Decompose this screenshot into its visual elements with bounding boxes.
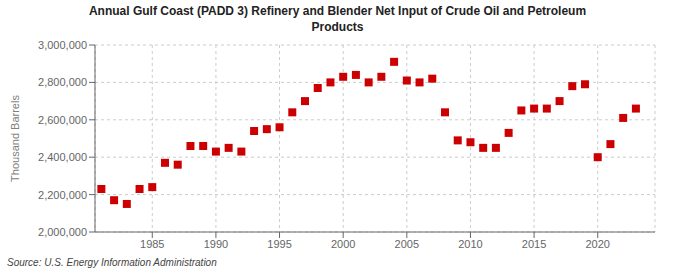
svg-text:1985: 1985 bbox=[140, 238, 164, 250]
html-text:Annual Gulf Coast (PADD 3) Ref: Annual Gulf Coast (PADD 3) Refinery and … bbox=[88, 4, 587, 34]
svg-text:2,200,000: 2,200,000 bbox=[38, 189, 87, 201]
svg-text:1995: 1995 bbox=[267, 238, 291, 250]
svg-text:2000: 2000 bbox=[331, 238, 355, 250]
svg-text:1990: 1990 bbox=[204, 238, 228, 250]
svg-text:2020: 2020 bbox=[585, 238, 609, 250]
svg-text:2,400,000: 2,400,000 bbox=[38, 151, 87, 163]
svg-text:2,600,000: 2,600,000 bbox=[38, 114, 87, 126]
svg-text:2005: 2005 bbox=[395, 238, 419, 250]
svg-text:3,000,000: 3,000,000 bbox=[38, 39, 87, 51]
svg-text:2010: 2010 bbox=[458, 238, 482, 250]
svg-text:2,800,000: 2,800,000 bbox=[38, 76, 87, 88]
svg-text:2015: 2015 bbox=[522, 238, 546, 250]
html-text:Source: U.S. Energy Informatio: Source: U.S. Energy Information Administ… bbox=[7, 257, 217, 268]
svg-text:Thousand Barrels: Thousand Barrels bbox=[9, 95, 21, 182]
svg-text:2,000,000: 2,000,000 bbox=[38, 226, 87, 238]
